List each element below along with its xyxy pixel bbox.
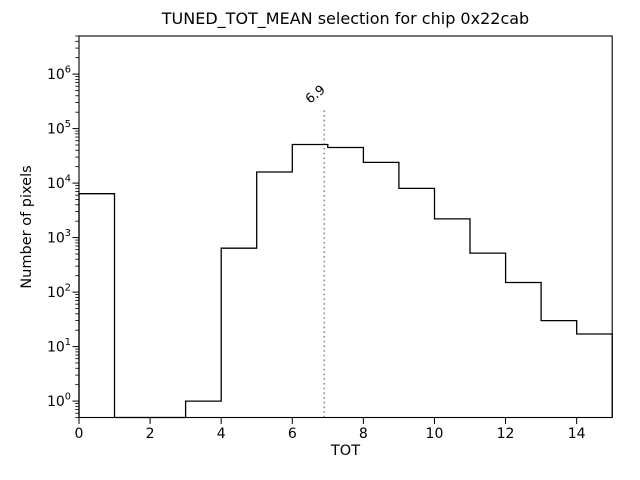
svg-text:104: 104: [47, 174, 71, 193]
svg-text:4: 4: [217, 426, 226, 442]
svg-text:101: 101: [47, 337, 71, 356]
svg-text:0: 0: [75, 426, 84, 442]
svg-text:100: 100: [47, 392, 71, 411]
chart-title: TUNED_TOT_MEAN selection for chip 0x22ca…: [161, 9, 530, 28]
svg-text:8: 8: [359, 426, 368, 442]
svg-text:10: 10: [426, 426, 444, 442]
plot-border: [78, 35, 613, 419]
svg-text:14: 14: [568, 426, 586, 442]
svg-text:105: 105: [47, 119, 71, 138]
y-axis-ticks: 100 101 102 103 104 105 106: [47, 35, 79, 418]
x-axis-ticks: 0 2 4 6 8 10 12 14: [75, 417, 586, 442]
svg-text:2: 2: [146, 426, 155, 442]
selection-label: 6.9: [303, 83, 329, 108]
svg-text:102: 102: [47, 283, 71, 302]
svg-text:106: 106: [47, 65, 71, 84]
x-axis-label: TOT: [330, 443, 361, 459]
svg-text:12: 12: [497, 426, 515, 442]
svg-text:6: 6: [288, 426, 297, 442]
svg-text:103: 103: [47, 228, 71, 247]
histogram-step-line: [78, 143, 613, 419]
